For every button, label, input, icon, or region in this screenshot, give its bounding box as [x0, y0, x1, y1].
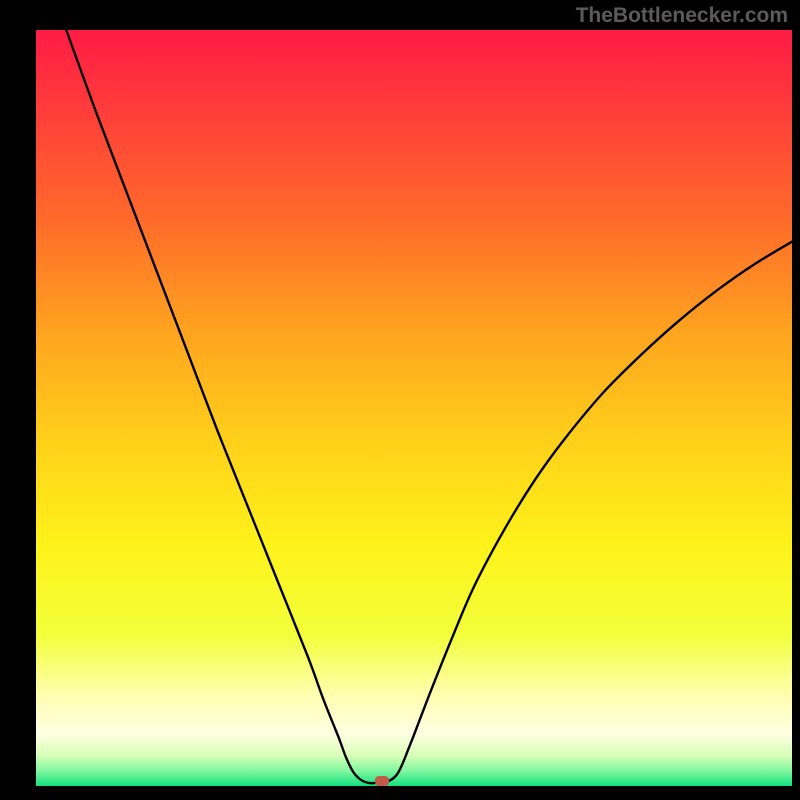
bottleneck-curve — [36, 30, 792, 786]
watermark-text: TheBottlenecker.com — [576, 4, 788, 28]
plot-area — [36, 30, 792, 786]
chart-container: TheBottlenecker.com — [0, 0, 800, 800]
optimal-point-marker — [375, 776, 389, 786]
